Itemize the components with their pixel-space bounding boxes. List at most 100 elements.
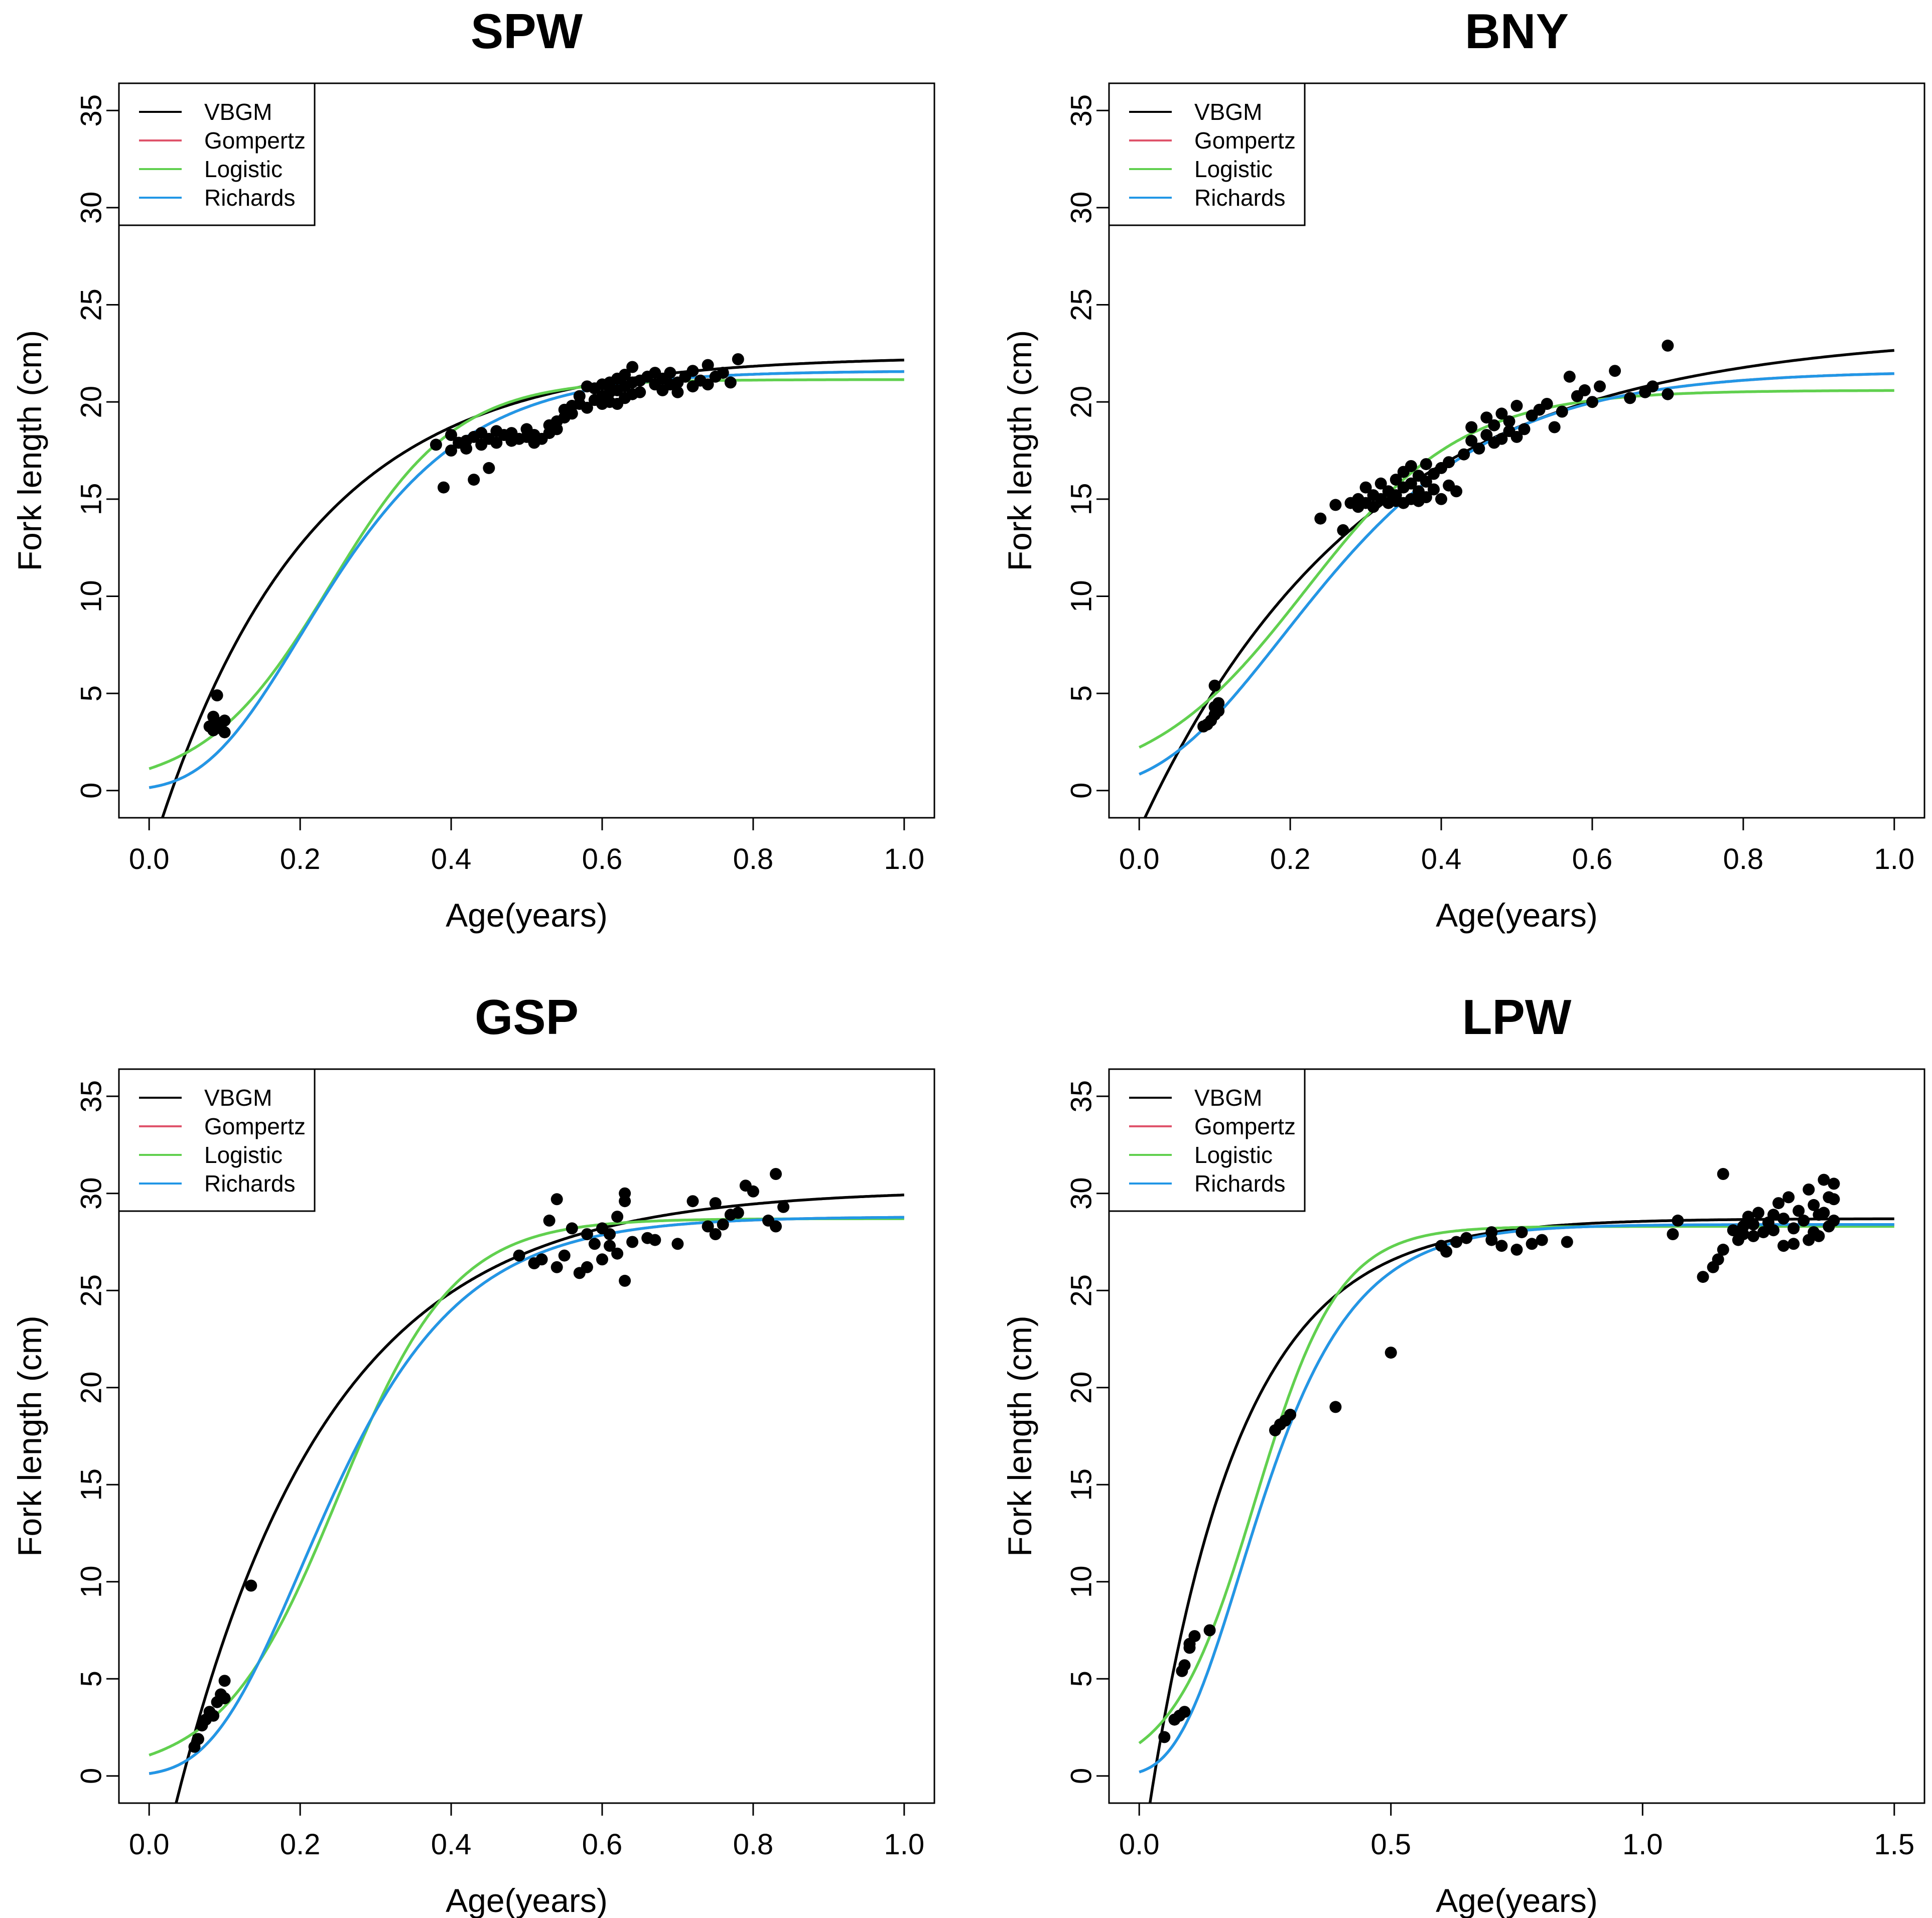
logistic-curve	[149, 378, 904, 770]
data-point	[1188, 1630, 1201, 1643]
data-point	[1792, 1205, 1805, 1217]
data-point	[671, 386, 684, 398]
data-point	[1561, 1236, 1573, 1248]
data-point	[1787, 1238, 1800, 1250]
data-point	[1374, 477, 1387, 490]
logistic-curve	[149, 1217, 904, 1756]
legend-label-vbgm: VBGM	[204, 99, 272, 125]
data-point	[1594, 380, 1606, 393]
legend-label-gompertz: Gompertz	[1194, 1113, 1296, 1139]
curve-group	[1138, 349, 1895, 818]
x-axis-label: Age(years)	[446, 1882, 608, 1918]
data-point	[1518, 423, 1531, 435]
data-point	[664, 367, 676, 379]
y-tick-label: 20	[75, 386, 108, 418]
data-point	[686, 1195, 699, 1208]
data-point	[732, 353, 744, 365]
y-tick-label: 10	[1065, 1566, 1098, 1598]
data-point	[724, 376, 737, 389]
data-point	[1752, 1207, 1764, 1219]
y-tick-label: 15	[1065, 483, 1098, 516]
data-point	[709, 1197, 722, 1210]
data-point	[1405, 460, 1417, 472]
data-point	[490, 436, 503, 449]
legend-box	[118, 82, 316, 226]
data-point	[1420, 476, 1432, 488]
data-point	[581, 1228, 593, 1240]
data-point	[207, 1709, 220, 1722]
data-point	[438, 481, 450, 494]
x-tick-label: 0.6	[1572, 843, 1613, 875]
data-point	[1450, 485, 1463, 498]
x-tick-label: 0.0	[1119, 843, 1160, 875]
data-point	[770, 1220, 782, 1233]
data-point	[1782, 1191, 1795, 1204]
y-tick-label: 15	[75, 1468, 108, 1501]
data-point	[671, 1238, 684, 1250]
vbgm-curve	[161, 358, 904, 818]
data-point	[1420, 458, 1432, 471]
legend-label-gompertz: Gompertz	[1194, 127, 1296, 154]
data-point	[1337, 524, 1349, 536]
x-axis-label: Age(years)	[1436, 897, 1598, 934]
data-point	[430, 438, 442, 451]
data-point	[211, 689, 223, 701]
panel-spw: SPW 0.0 0.2 0.4 0.6 0.8 1.0 Age(years) 0 5 10 15 20 2…	[11, 4, 935, 934]
data-point	[218, 714, 231, 727]
data-point	[732, 1207, 744, 1219]
legend-label-gompertz: Gompertz	[204, 1113, 306, 1139]
x-tick-label: 1.0	[884, 1828, 924, 1861]
data-point	[1787, 1222, 1800, 1235]
data-point	[702, 378, 714, 391]
data-point	[1385, 1347, 1397, 1359]
data-point	[1510, 430, 1523, 443]
data-point	[1767, 1209, 1780, 1221]
panel-lpw: LPW 0.0 0.5 1.0 1.5 Age(years) 0 5 10 15 20 25 30 35 F…	[1001, 989, 1925, 1918]
data-point	[626, 1236, 639, 1248]
data-point	[1541, 398, 1553, 410]
y-tick-label: 15	[75, 483, 108, 516]
data-point	[1662, 339, 1674, 352]
chart-title: BNY	[1465, 4, 1569, 59]
data-point	[619, 369, 631, 381]
data-point	[1367, 501, 1379, 513]
data-point	[1178, 1706, 1191, 1718]
logistic-curve	[1138, 1225, 1894, 1744]
data-point	[1662, 388, 1674, 400]
data-point	[1777, 1213, 1790, 1225]
legend-label-vbgm: VBGM	[1194, 1085, 1262, 1111]
y-tick-label: 35	[75, 94, 108, 127]
data-point	[1777, 1240, 1790, 1252]
richards-curve	[1139, 1223, 1894, 1774]
y-tick-label: 5	[75, 1671, 108, 1687]
y-tick-label: 15	[1065, 1468, 1098, 1501]
data-point	[634, 386, 646, 398]
legend-label-richards: Richards	[1194, 185, 1286, 211]
y-tick-label: 5	[75, 685, 108, 701]
data-point	[558, 1249, 571, 1262]
data-point	[468, 474, 480, 486]
data-point	[192, 1733, 204, 1745]
data-point	[1828, 1177, 1840, 1190]
y-tick-label: 10	[1065, 580, 1098, 613]
data-point	[1828, 1214, 1840, 1227]
vbgm-curve	[175, 1194, 904, 1803]
y-tick-label: 30	[75, 192, 108, 224]
y-tick-label: 5	[1065, 685, 1098, 701]
data-point	[1646, 380, 1659, 393]
chart-title: SPW	[471, 4, 583, 59]
y-tick-label: 25	[75, 1274, 108, 1307]
data-point	[1556, 405, 1568, 418]
data-point	[777, 1201, 790, 1213]
chart-title: LPW	[1462, 989, 1572, 1045]
y-tick-label: 10	[75, 1566, 108, 1598]
panel-bny: BNY 0.0 0.2 0.4 0.6 0.8 1.0 Age(years) 0 5 10 15 20 2…	[1001, 4, 1925, 934]
data-point	[611, 1211, 624, 1223]
data-point	[604, 1228, 616, 1240]
y-axis-label: Fork length (cm)	[11, 330, 48, 571]
y-axis: 0 5 10 15 20 25 30 35 Fork length (cm)	[1001, 1080, 1110, 1784]
data-point	[566, 1222, 578, 1235]
data-point	[1503, 415, 1515, 427]
